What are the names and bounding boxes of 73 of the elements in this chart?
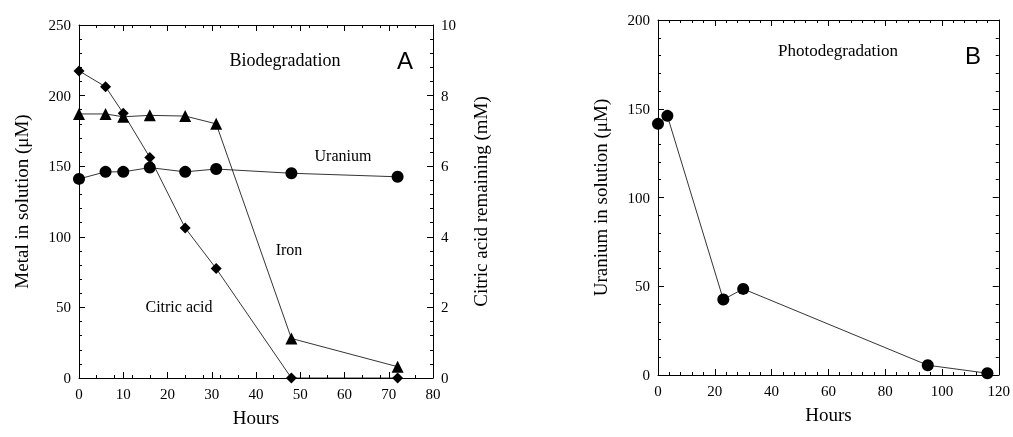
series-label: Iron [275, 240, 303, 258]
y-tick-label: 150 [48, 158, 71, 175]
y-tick-label: 0 [642, 367, 650, 383]
x-tick-label: 60 [820, 382, 836, 399]
point [981, 367, 994, 380]
point [210, 263, 222, 275]
x-tick-label: 50 [292, 385, 308, 402]
point [391, 170, 404, 183]
y2-tick-label: 6 [441, 158, 449, 175]
point [210, 163, 223, 176]
point [100, 81, 112, 93]
point [210, 117, 223, 130]
x-tick-label: 40 [764, 382, 780, 399]
point [285, 332, 298, 345]
point [99, 165, 112, 178]
y2-tick-label: 4 [441, 228, 449, 245]
x-tick-label: 80 [425, 385, 441, 402]
y-tick-label: 150 [627, 100, 650, 117]
x-tick-label: 30 [204, 385, 220, 402]
x-tick-label: 10 [115, 385, 131, 402]
x-tick-label: 0 [654, 382, 662, 399]
point [285, 372, 297, 384]
y2-tick-label: 2 [441, 299, 449, 316]
x-tick-label: 0 [75, 385, 83, 402]
y-tick-label: 250 [48, 17, 71, 33]
x-tick-label: 20 [707, 382, 723, 399]
annotation: Photodegradation [778, 40, 899, 60]
x-tick-label: 70 [381, 385, 397, 402]
y-tick-label: 100 [627, 189, 650, 206]
y-tick-label: 200 [627, 12, 650, 28]
point [652, 117, 664, 130]
point [661, 109, 674, 122]
y-tick-label: 100 [48, 228, 71, 245]
point [73, 172, 85, 185]
y2-tick-label: 0 [441, 370, 449, 386]
y-tick-label: 50 [56, 299, 71, 316]
x-axis-title: Hours [232, 407, 280, 428]
x-tick-label: 20 [160, 385, 175, 402]
y-tick-label: 200 [48, 87, 71, 104]
y-axis-title: Metal in solution (μM) [11, 114, 33, 289]
point [73, 65, 85, 77]
point [179, 222, 191, 234]
point [921, 359, 934, 372]
point [391, 360, 404, 373]
x-tick-label: 100 [930, 382, 954, 399]
point [392, 372, 404, 384]
x-tick-label: 80 [877, 382, 893, 399]
point [99, 107, 112, 120]
annotation: Biodegradation [229, 50, 341, 70]
y-axis-title: Uranium in solution (μM) [590, 98, 612, 297]
y2-tick-label: 8 [441, 87, 449, 104]
series-label: Citric acid [145, 297, 213, 315]
series-label: Uranium [314, 146, 372, 164]
point [117, 165, 130, 178]
y-tick-label: 50 [635, 278, 650, 295]
x-tick-label: 120 [987, 382, 1010, 399]
y2-tick-label: 10 [441, 17, 456, 33]
point [143, 161, 156, 174]
annotation: B [964, 41, 982, 69]
point [73, 107, 85, 120]
y2-axis-title: Citric acid remaining (mM) [470, 96, 492, 307]
x-tick-label: 40 [248, 385, 264, 402]
point [717, 293, 730, 306]
point [737, 282, 750, 295]
point [144, 151, 156, 163]
point [285, 167, 298, 180]
x-axis-title: Hours [805, 404, 852, 425]
point [143, 109, 156, 122]
x-tick-label: 60 [337, 385, 352, 402]
annotation: A [396, 46, 414, 74]
point [179, 110, 192, 123]
y-tick-label: 0 [63, 370, 71, 386]
point [179, 165, 192, 178]
